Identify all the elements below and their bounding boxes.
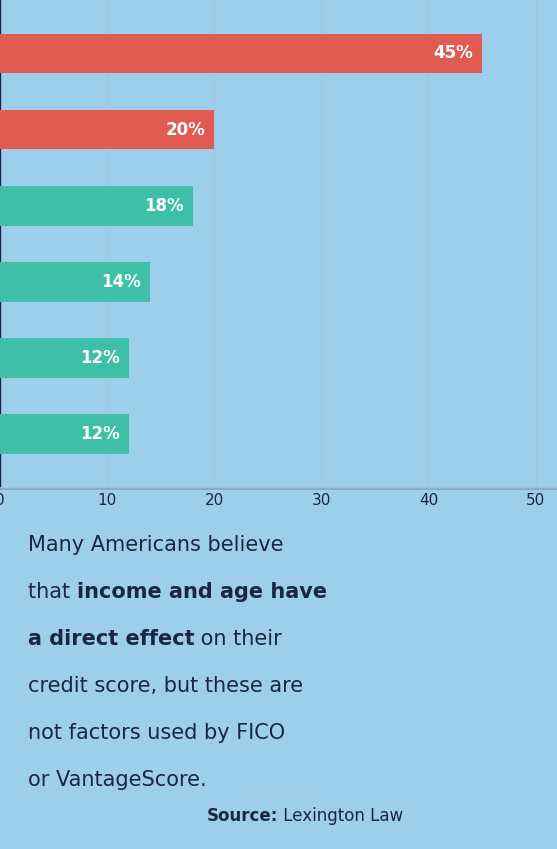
Text: 45%: 45%	[434, 44, 473, 63]
Text: credit score, but these are: credit score, but these are	[28, 676, 303, 695]
Bar	[0, 34, 482, 73]
Text: not factors used by FICO: not factors used by FICO	[28, 722, 285, 743]
Text: on their: on their	[194, 628, 282, 649]
Text: Lexington Law: Lexington Law	[278, 807, 404, 825]
Bar	[0, 338, 129, 378]
Bar	[0, 186, 193, 226]
Bar	[0, 110, 214, 149]
Text: 18%: 18%	[145, 197, 184, 215]
Text: Source:: Source:	[207, 807, 278, 825]
Text: 14%: 14%	[101, 273, 141, 291]
Text: or VantageScore.: or VantageScore.	[28, 769, 207, 790]
Text: income and age have: income and age have	[77, 582, 327, 602]
Text: 12%: 12%	[80, 349, 120, 367]
Text: 20%: 20%	[166, 121, 206, 138]
Text: a direct effect: a direct effect	[28, 628, 194, 649]
Bar	[0, 262, 150, 301]
Text: that: that	[28, 582, 77, 602]
Bar	[0, 414, 129, 454]
Text: 12%: 12%	[80, 425, 120, 443]
Text: Many Americans believe: Many Americans believe	[28, 535, 284, 554]
